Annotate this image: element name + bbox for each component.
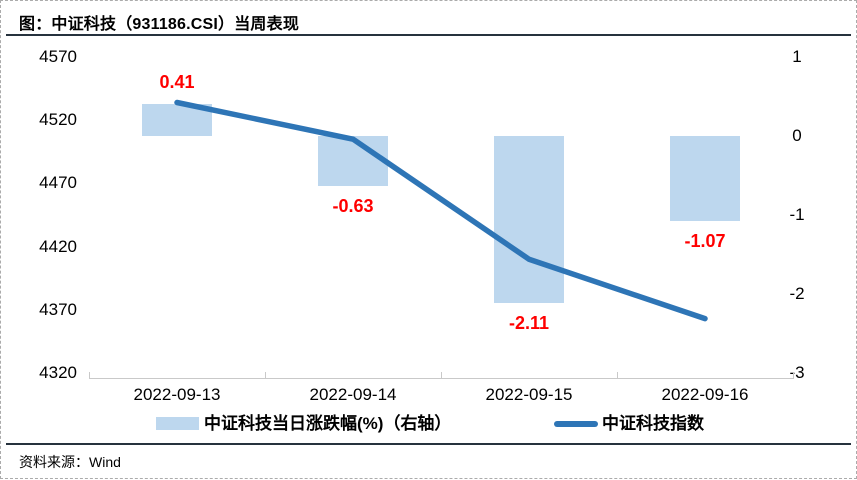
x-axis-tick	[265, 372, 266, 379]
bar-data-label: -1.07	[684, 230, 726, 251]
bar-2022-09-15	[494, 136, 564, 303]
y-axis-left-tick: 4470	[39, 173, 77, 193]
y-axis-right-tick: -3	[789, 363, 805, 382]
y-axis-right-tick: -1	[789, 205, 805, 224]
bar-2022-09-14	[318, 136, 388, 186]
title-divider	[6, 34, 851, 36]
x-axis-tick	[793, 372, 794, 379]
y-axis-left-tick: 4320	[39, 363, 77, 382]
x-axis-tick	[617, 372, 618, 379]
x-axis-category-label: 2022-09-13	[133, 385, 221, 404]
y-axis-right-tick: -2	[789, 284, 805, 303]
y-axis-right-tick: 0	[792, 126, 802, 145]
y-axis-right-tick: 1	[792, 47, 802, 66]
y-axis-left-tick: 4570	[39, 47, 77, 66]
bar-data-label: 0.41	[159, 71, 195, 92]
footer-divider	[6, 443, 851, 445]
figure-title: 图：中证科技（931186.CSI）当周表现	[19, 16, 300, 33]
x-axis-tick	[89, 372, 90, 379]
y-axis-left-tick: 4420	[39, 236, 77, 256]
bar-2022-09-13	[142, 103, 212, 136]
y-axis-left-tick: 4520	[39, 110, 77, 130]
bar-data-label: -0.63	[332, 195, 374, 216]
source-note: 资料来源：Wind	[19, 454, 121, 470]
x-axis-category-label: 2022-09-15	[485, 385, 573, 404]
x-axis-category-label: 2022-09-16	[661, 385, 749, 404]
bar-2022-09-16	[670, 136, 740, 221]
bar-data-label: -2.11	[508, 312, 550, 333]
x-axis-tick	[441, 372, 442, 379]
y-axis-left-tick: 4370	[39, 299, 77, 319]
x-axis-category-label: 2022-09-14	[309, 385, 397, 404]
